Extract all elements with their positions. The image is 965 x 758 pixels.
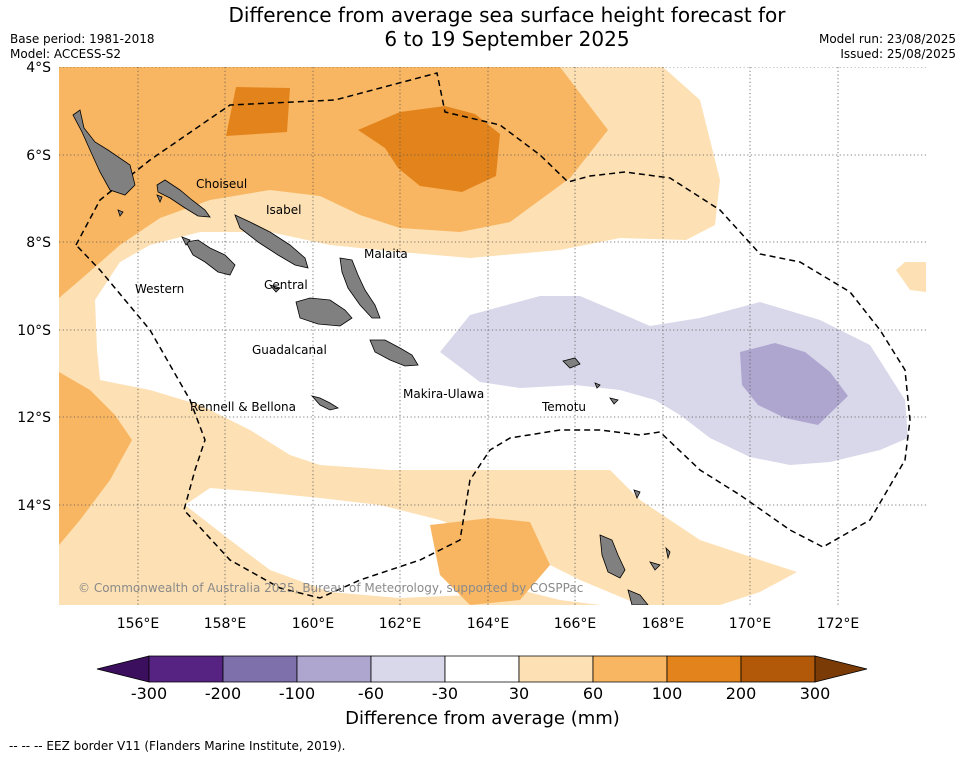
cb-tick-2: -100 [279,684,315,700]
label-temotu: Temotu [541,400,586,414]
colorbar-segment-2 [222,655,298,683]
colorbar-label: Difference from average (mm) [345,708,620,729]
contour-30-60 [59,67,797,605]
lat-tick-14s: 14°S [17,498,51,514]
island-santa-isabel [234,214,309,269]
colorbar-extend-low [96,655,150,683]
cb-tick-4: -30 [432,684,458,700]
meta-right: Model run: 23/08/2025 Issued: 25/08/2025 [819,32,956,62]
island-malakula [627,589,649,605]
contour-neg30-60 [440,296,908,465]
label-rennell: Rennell & Bellona [190,400,296,414]
label-central: Central [264,278,308,292]
colorbar-ticks: -300 -200 -100 -60 -30 30 60 100 200 300 [131,684,830,700]
cb-tick-1: -200 [205,684,241,700]
model-run: Model run: 23/08/2025 [818,32,956,46]
lon-tick-158e: 158°E [204,616,247,632]
contour-60-100-west [59,372,132,545]
lat-axis: 4°S 6°S 8°S 10°S 12°S 14°S [17,60,51,514]
colorbar-extend-high [814,655,868,683]
colorbar [96,655,868,683]
contour-100-200-b [358,106,500,192]
colorbar-segment-4 [370,655,446,683]
eez-border [75,72,911,599]
island-rennell [310,395,340,411]
cb-tick-6: 60 [583,684,603,700]
colorbar-segment-5 [444,655,520,683]
cb-tick-8: 200 [726,684,757,700]
island-small-1 [156,194,163,204]
cb-tick-3: -60 [358,684,384,700]
lon-tick-172e: 172°E [817,616,860,632]
colorbar-segment-3 [296,655,372,683]
lat-tick-4s: 4°S [26,60,51,76]
colorbar-segment-9 [740,655,816,683]
footer-note: -- -- -- EEZ border V11 (Flanders Marine… [9,739,346,753]
lon-axis: 156°E 158°E 160°E 162°E 164°E 166°E 168°… [117,616,860,632]
title-line-1: Difference from average sea surface heig… [228,3,786,27]
cb-tick-5: 30 [509,684,529,700]
island-small-7 [649,561,661,571]
chart-title: Difference from average sea surface heig… [0,3,965,51]
colorbar-segment-1 [148,655,224,683]
map-figure: Choiseul Isabel Malaita Western Central … [17,60,926,700]
colorbar-segment-8 [666,655,742,683]
lon-tick-164e: 164°E [467,616,510,632]
lon-tick-168e: 168°E [642,616,685,632]
lat-tick-12s: 12°S [17,410,51,426]
base-period: Base period: 1981-2018 [10,32,155,46]
contour-100-200-a [226,87,290,136]
islands [72,109,671,605]
colorbar-segment-7 [592,655,668,683]
island-bougainville [72,109,136,196]
lon-tick-160e: 160°E [292,616,335,632]
label-malaita: Malaita [364,247,408,261]
graticule [59,67,926,605]
copyright-notice: © Commonwealth of Australia 2025, Bureau… [78,581,583,595]
label-isabel: Isabel [266,203,301,217]
island-small-5 [609,397,619,405]
lat-tick-8s: 8°S [26,235,51,251]
contour-30-60-east [896,262,926,292]
island-small-3 [268,284,281,293]
colorbar-segment-6 [518,655,594,683]
map-panel: Choiseul Isabel Malaita Western Central … [59,67,926,605]
issued-date: Issued: 25/08/2025 [840,47,956,61]
label-western: Western [135,282,184,296]
lat-tick-6s: 6°S [26,148,51,164]
island-makira [369,339,419,367]
island-espiritu-santo [599,534,626,579]
lon-tick-166e: 166°E [554,616,597,632]
island-small-4 [117,209,124,217]
cb-tick-9: 300 [800,684,831,700]
island-small-2 [181,236,191,246]
island-ndeni [562,357,581,369]
island-small-9 [665,546,671,560]
island-small-8 [633,489,641,499]
lon-tick-156e: 156°E [117,616,160,632]
lon-tick-162e: 162°E [379,616,422,632]
cb-tick-7: 100 [652,684,683,700]
meta-left: Base period: 1981-2018 Model: ACCESS-S2 [10,32,155,62]
island-malaita [339,257,381,319]
lat-tick-10s: 10°S [17,323,51,339]
label-choiseul: Choiseul [196,177,247,191]
island-small-6 [594,382,601,389]
label-makira: Makira-Ulawa [403,387,484,401]
model-name: Model: ACCESS-S2 [10,47,122,61]
place-labels: Choiseul Isabel Malaita Western Central … [135,177,586,414]
lon-tick-170e: 170°E [729,616,772,632]
contour-neg60-100 [740,343,848,425]
title-line-2: 6 to 19 September 2025 [384,27,630,51]
island-guadalcanal [295,297,353,327]
cb-tick-0: -300 [131,684,167,700]
island-choiseul [156,179,211,218]
label-guadalcanal: Guadalcanal [252,343,327,357]
island-new-georgia [185,239,236,276]
